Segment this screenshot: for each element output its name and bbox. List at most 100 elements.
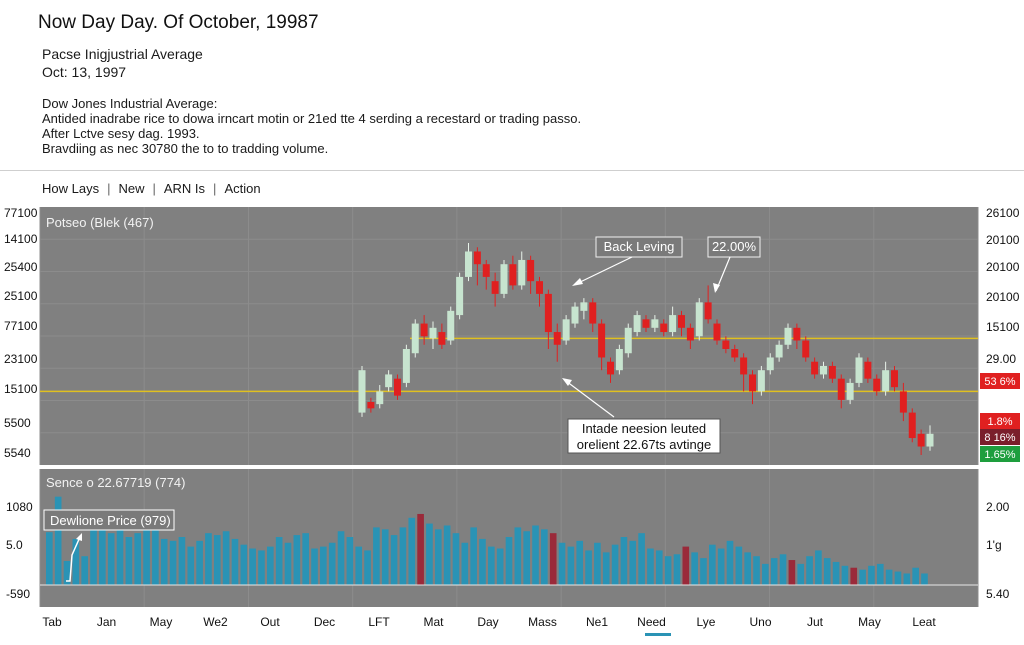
volume-bar (638, 533, 645, 585)
candle-body (784, 327, 792, 345)
candle (882, 361, 890, 396)
x-axis: Tab Jan May We2 Out Dec LFT Mat Day Mass Ne1 Need Ly… (42, 615, 936, 629)
candle-body (882, 370, 890, 392)
candle (899, 382, 907, 422)
candle (589, 298, 597, 333)
annotation-back-leving: Back Leving (572, 236, 683, 286)
menu-item-new[interactable]: New (118, 181, 145, 196)
candle (749, 370, 756, 405)
volume-bar (797, 563, 805, 585)
volume-bar (611, 544, 619, 585)
candle-body (908, 412, 916, 439)
price-badges: 53 6% 1.8% 8 16% 1.65% (980, 373, 1020, 462)
candle-body (473, 251, 481, 265)
menu-separator: | (107, 181, 111, 196)
candle (820, 361, 827, 379)
annotation-label: Intade neesion leuted (582, 421, 706, 436)
candle (775, 340, 783, 362)
volume-bar (726, 540, 734, 585)
x-tick-label: Jut (807, 615, 824, 629)
candle (571, 302, 579, 328)
volume-bar (99, 521, 106, 585)
volume-bar (46, 532, 53, 585)
volume-bar (284, 542, 292, 585)
volume-bar (664, 556, 672, 585)
candle (402, 344, 410, 388)
candle-body (855, 357, 863, 383)
volume-bar (903, 573, 911, 585)
volume-bar (134, 533, 142, 585)
x-tick-label: Dec (314, 615, 335, 629)
volume-bar (381, 529, 389, 585)
volume-bar (90, 515, 97, 585)
x-tick-label: Day (477, 615, 498, 629)
candle (394, 374, 401, 400)
candle-body (411, 323, 419, 354)
candle-body (491, 281, 499, 294)
candle (598, 319, 606, 371)
candle-body (624, 327, 632, 354)
annotation-percent: 22.00% (707, 236, 761, 293)
volume-bar (320, 546, 327, 585)
volume-bar (408, 517, 416, 585)
price-right-tick: 15100 (986, 320, 1020, 334)
candle-body (509, 264, 517, 286)
candle (562, 315, 570, 345)
candle-body (766, 357, 774, 371)
volume-bar (806, 556, 813, 585)
candle-body (536, 281, 543, 294)
support-lines (40, 337, 978, 393)
stock-chart: Potseo (Blek (467) 771001410025400251007… (4, 206, 1020, 636)
candle-body (518, 259, 526, 286)
volume-bar (894, 571, 902, 585)
volume-right-tick: 2.00 (986, 500, 1010, 514)
volume-bar (205, 533, 212, 585)
x-tick-label: Leat (912, 615, 936, 629)
volume-bar (779, 554, 787, 585)
description-block: Dow Jones Industrial Average: Antided in… (42, 96, 581, 156)
volume-bar (885, 569, 893, 585)
menu-item-action[interactable]: Action (224, 181, 261, 196)
volume-bar (549, 533, 557, 585)
volume-bar (452, 533, 460, 585)
candle-body (837, 378, 845, 400)
volume-bar (788, 560, 796, 585)
price-left-tick: 77100 (4, 206, 38, 220)
candle (891, 365, 898, 392)
menu-item-arn-is[interactable]: ARN Is (163, 181, 206, 196)
candle (465, 243, 472, 282)
candle-body (651, 319, 659, 328)
menu-item-how-lays[interactable]: How Lays (42, 181, 100, 196)
price-grid (39, 207, 979, 465)
report-header: Now Day Day. Of October, 19987 Pacse Ini… (0, 0, 1024, 170)
volume-bar (169, 540, 177, 585)
volume-bar (107, 533, 115, 585)
volume-bar (921, 573, 928, 585)
candle-body (376, 391, 384, 405)
candle-body (926, 433, 934, 447)
index-name: Pacse Inigjustrial Average (42, 46, 203, 62)
volume-bar (213, 535, 221, 585)
price-left-tick: 14100 (4, 232, 38, 246)
annotation-arrow (573, 256, 633, 286)
volume-bar (337, 531, 345, 585)
candle (793, 323, 801, 349)
volume-bar (523, 531, 530, 585)
header-divider (0, 170, 1024, 171)
volume-bar (505, 537, 513, 585)
candle-body (500, 264, 508, 294)
candle-body (358, 370, 366, 413)
x-tick-label: Mat (423, 615, 444, 629)
candle-body (891, 370, 898, 388)
x-tick-label: Lye (697, 615, 716, 629)
price-left-tick: 5500 (4, 416, 31, 430)
price-right-tick: 29.00 (986, 352, 1016, 366)
candle (686, 323, 694, 349)
candle (456, 272, 464, 320)
volume-bar (841, 565, 849, 585)
candle-body (580, 302, 588, 311)
x-tick-label: Uno (749, 615, 771, 629)
candle-body (633, 315, 641, 333)
candle (828, 361, 836, 383)
candle-body (429, 327, 437, 339)
